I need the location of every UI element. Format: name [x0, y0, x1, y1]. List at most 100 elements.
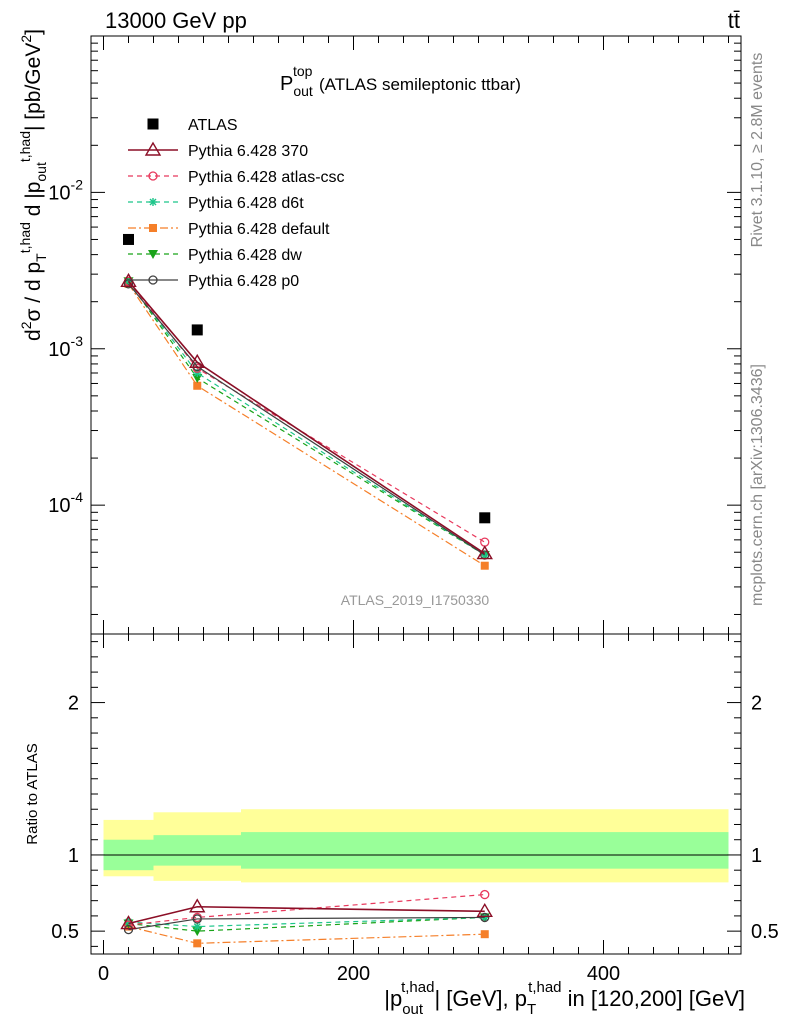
main-series-pythia-6-428-dw — [123, 277, 490, 561]
main-series-pythia-6-428-p0 — [123, 279, 490, 560]
series-line — [128, 916, 485, 928]
series-point — [480, 561, 489, 570]
analysis-label: ATLAS_2019_I1750330 — [341, 592, 490, 608]
legend: ATLAS Pythia 6.428 370 Pythia 6.428 atlas-… — [128, 117, 345, 290]
plot-title-sup: top — [293, 63, 313, 79]
ratio-uncertainty-bands — [103, 809, 729, 883]
legend-entry: Pythia 6.428 p0 — [128, 273, 299, 290]
series-point — [480, 912, 490, 923]
collision-label: 13000 GeV pp — [105, 8, 247, 33]
data-point — [123, 233, 134, 245]
rivet-label: Rivet 3.1.10, ≥ 2.8M events — [749, 53, 766, 248]
band-inner — [153, 835, 241, 866]
series-line — [128, 280, 486, 556]
legend-marker — [147, 118, 159, 130]
series-point — [480, 930, 489, 939]
series-line — [128, 905, 485, 925]
legend-label: ATLAS — [188, 117, 238, 134]
ratio-ytick-label-right: 0.5 — [751, 921, 779, 943]
series-point — [120, 915, 137, 930]
ratio-series-pythia-6-428-370 — [120, 898, 493, 930]
legend-label: Pythia 6.428 atlas-csc — [188, 169, 345, 186]
series-line — [128, 280, 486, 556]
svg-text:d2σ / d pTt,had d |poutt,had|: d2σ / d pTt,had d |poutt,had| [pb/GeV2] — [17, 29, 49, 341]
main-ytick-label: 10-2 — [48, 176, 83, 204]
legend-label: Pythia 6.428 p0 — [188, 273, 299, 290]
plot-title-rest: (ATLAS semileptonic ttbar) — [319, 75, 521, 94]
ratio-plot-frame — [90, 633, 742, 955]
ratio-ytick-label: 2 — [68, 693, 79, 715]
main-series — [120, 233, 493, 570]
series-point — [193, 922, 202, 931]
series-point — [189, 353, 206, 368]
legend-entry: Pythia 6.428 atlas-csc — [128, 169, 345, 186]
series-line — [128, 280, 486, 543]
legend-marker — [148, 275, 158, 285]
data-point — [191, 324, 203, 336]
main-series-pythia-6-428-default — [124, 279, 489, 570]
ratio-axis-ticks: 0.5 0.5 1 1 2 2 0 200 400 — [51, 634, 779, 985]
legend-marker — [149, 198, 157, 206]
legend-label: Pythia 6.428 370 — [188, 143, 308, 160]
series-point — [192, 914, 202, 924]
ratio-ytick-label-right: 2 — [751, 693, 762, 715]
process-label: tt̄ — [728, 8, 740, 33]
series-line — [128, 916, 485, 931]
ratio-series-pythia-6-428-dw — [123, 913, 490, 937]
band-inner — [241, 832, 729, 869]
legend-marker — [149, 224, 157, 232]
legend-marker — [148, 171, 158, 181]
ratio-xtick-label: 200 — [337, 963, 370, 985]
legend-label: Pythia 6.428 dw — [188, 247, 302, 264]
ratio-series-pythia-6-428-default — [124, 922, 489, 948]
series-point — [476, 902, 493, 918]
data-point — [479, 512, 491, 524]
legend-entry: Pythia 6.428 d6t — [128, 195, 304, 212]
legend-label: Pythia 6.428 d6t — [188, 195, 304, 212]
series-point — [193, 939, 202, 948]
legend-marker — [144, 141, 162, 156]
series-point — [193, 381, 202, 390]
ratio-series — [120, 889, 493, 948]
plot-title-main: P — [280, 73, 293, 95]
series-point — [476, 545, 493, 560]
main-ytick-label: 10-3 — [48, 333, 83, 361]
series-line — [128, 925, 485, 944]
plot-title: Pout — [280, 73, 313, 99]
main-ytick-label: 10-4 — [48, 489, 83, 517]
series-line — [127, 280, 486, 555]
ratio-ytick-label: 1 — [68, 845, 79, 867]
ratio-series-pythia-6-428-p0 — [123, 912, 490, 935]
ratio-ytick-label-right: 1 — [751, 845, 762, 867]
main-ylabel: d2σ / d pTt,had d |poutt,had| [pb/GeV2] — [17, 29, 49, 341]
legend-entry: Pythia 6.428 default — [128, 221, 330, 238]
series-point — [123, 924, 134, 935]
legend-marker — [148, 250, 158, 259]
series-point — [189, 898, 206, 913]
main-series-atlas — [123, 233, 491, 524]
series-point — [480, 889, 490, 900]
main-series-pythia-6-428-370 — [120, 272, 493, 560]
series-line — [128, 283, 486, 556]
ratio-xtick-label: 400 — [587, 963, 620, 985]
legend-entry: ATLAS — [147, 117, 238, 134]
series-line — [128, 893, 485, 926]
ratio-xlabel: |poutt,had| [GeV], pTt,had in [120,200] … — [384, 979, 745, 1018]
main-series-pythia-6-428-atlas-csc — [123, 276, 490, 547]
legend-entry: Pythia 6.428 dw — [128, 247, 302, 264]
ratio-ytick-label: 0.5 — [51, 921, 79, 943]
main-axis-ticks: 10-4 10-3 10-2 — [48, 35, 741, 634]
mcplots-label: mcplots.cern.ch [arXiv:1306.3436] — [749, 364, 766, 606]
legend-label: Pythia 6.428 default — [188, 221, 330, 238]
legend-entry: Pythia 6.428 370 — [128, 141, 308, 160]
series-point — [480, 537, 490, 547]
series-line — [128, 916, 485, 932]
series-line — [128, 283, 486, 567]
ratio-xtick-label: 0 — [98, 963, 109, 985]
ratio-ylabel: Ratio to ATLAS — [24, 743, 41, 844]
series-point — [193, 368, 202, 377]
svg-text:|poutt,had| [GeV], pTt,had in: |poutt,had| [GeV], pTt,had in [120,200] … — [384, 979, 745, 1018]
plot-title-sub: out — [293, 83, 313, 99]
main-series-pythia-6-428-d6t — [124, 277, 489, 560]
